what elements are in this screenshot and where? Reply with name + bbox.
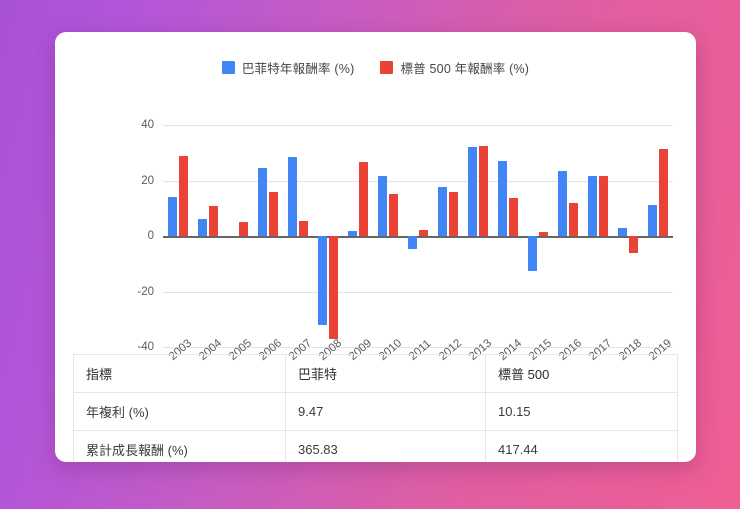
bar-group (223, 125, 253, 347)
gridline (163, 125, 673, 126)
bar-group (433, 125, 463, 347)
table-cell-sp500: 10.15 (485, 392, 678, 431)
bar[interactable] (569, 202, 578, 236)
bar[interactable] (629, 236, 638, 254)
bar-group (163, 125, 193, 347)
legend-item-buffett[interactable]: 巴菲特年報酬率 (%) (221, 58, 355, 77)
bar[interactable] (539, 232, 548, 236)
y-axis-tick-label: -20 (137, 285, 154, 298)
bar[interactable] (318, 236, 327, 325)
bar[interactable] (288, 156, 297, 236)
table-row: 累計成長報酬 (%) 365.83 417.44 (73, 430, 678, 462)
bar[interactable] (378, 176, 387, 236)
y-axis-tick-label: 0 (147, 230, 154, 242)
table-header-row: 指標 巴菲特 標普 500 (73, 354, 678, 393)
bar[interactable] (299, 220, 308, 236)
bar-group (523, 125, 553, 347)
table-cell-metric: 年複利 (%) (73, 392, 286, 431)
bar[interactable] (438, 187, 447, 236)
summary-table: 指標 巴菲特 標普 500 年複利 (%) 9.47 10.15 累計成長報酬 (%)… (73, 354, 678, 462)
bar-group (643, 125, 673, 347)
legend-item-sp500[interactable]: 標普 500 年報酬率 (%) (380, 58, 529, 77)
bar[interactable] (509, 197, 518, 236)
table-cell-sp500: 417.44 (485, 430, 678, 462)
bar[interactable] (599, 175, 608, 236)
gridline (163, 180, 673, 182)
y-axis-tick-label: 20 (141, 174, 154, 187)
bar[interactable] (528, 236, 537, 271)
bar-group (493, 125, 523, 347)
table-header-buffett: 巴菲特 (285, 354, 486, 393)
bar-group (283, 125, 313, 347)
table-cell-buffett: 9.47 (285, 392, 486, 431)
bar-group (373, 125, 403, 347)
bar[interactable] (498, 161, 507, 236)
bar[interactable] (408, 236, 417, 249)
bar-group (613, 125, 643, 347)
bar[interactable] (258, 168, 267, 236)
bar-group (403, 125, 433, 347)
bar[interactable] (348, 231, 357, 236)
bar[interactable] (389, 194, 398, 236)
table-header-sp500: 標普 500 (485, 354, 678, 393)
table-row: 年複利 (%) 9.47 10.15 (73, 392, 678, 431)
bar[interactable] (588, 176, 597, 236)
chart-legend: 巴菲特年報酬率 (%) 標普 500 年報酬率 (%) (55, 58, 696, 77)
bar[interactable] (359, 162, 368, 236)
bar[interactable] (239, 222, 248, 236)
bar[interactable] (648, 205, 657, 236)
gridline (163, 291, 673, 293)
bar[interactable] (179, 156, 188, 236)
table-cell-buffett: 365.83 (285, 430, 486, 462)
legend-label-buffett: 巴菲特年報酬率 (%) (241, 62, 355, 76)
bar-group (463, 125, 493, 347)
bar[interactable] (209, 205, 218, 236)
bar[interactable] (449, 191, 458, 236)
bar[interactable] (329, 236, 338, 339)
bar-group (553, 125, 583, 347)
red-square-icon (380, 61, 394, 74)
table-cell-metric: 累計成長報酬 (%) (73, 430, 286, 462)
bar[interactable] (269, 192, 278, 236)
bar-group (193, 125, 223, 347)
bar[interactable] (659, 148, 668, 236)
bar[interactable] (618, 228, 627, 236)
bar[interactable] (468, 147, 477, 236)
bar[interactable] (419, 230, 428, 236)
y-axis-tick-label: 40 (141, 119, 154, 131)
chart-plot-area: 40 20 0 -20 -40 2003 2004 2005 2006 2007 2008 2009 2… (137, 119, 674, 363)
bar-group (253, 125, 283, 347)
bar[interactable] (558, 171, 567, 236)
bar[interactable] (168, 197, 177, 236)
bar-chart: 40 20 0 -20 -40 2003 2004 2005 2006 2007 2008 2009 2… (55, 84, 696, 363)
legend-label-sp500: 標普 500 年報酬率 (%) (400, 62, 530, 76)
y-axis-tick-label: -40 (137, 341, 154, 353)
bar-group (343, 125, 373, 347)
bar[interactable] (198, 219, 207, 236)
chart-card: 巴菲特年報酬率 (%) 標普 500 年報酬率 (%) 40 20 0 -20 -40 2… (55, 32, 696, 462)
table-header-metric: 指標 (73, 354, 286, 393)
bar-group (313, 125, 343, 347)
blue-square-icon (221, 61, 235, 74)
bar-group (583, 125, 613, 347)
bar[interactable] (479, 146, 488, 236)
gridline (163, 347, 673, 348)
axis-zero-line (163, 236, 673, 238)
